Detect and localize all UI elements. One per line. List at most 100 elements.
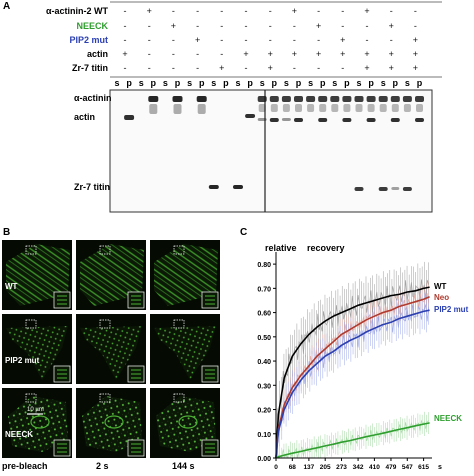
gel-band [391, 187, 400, 190]
x-tick-label: 0 [274, 464, 278, 471]
condition-mark: - [293, 35, 296, 45]
sp-label: s [187, 78, 192, 88]
gel-band [415, 96, 424, 102]
gel-band [378, 187, 388, 191]
condition-mark: - [341, 6, 344, 16]
condition-mark: - [317, 35, 320, 45]
condition-mark: - [245, 6, 248, 16]
gel-background [109, 89, 433, 213]
x-tick-label: 205 [320, 464, 331, 471]
chart-axes: 0.00 0.10 0.20 0.30 0.40 0.50 0.60 0.70 0.80 0 68 1… [257, 252, 442, 471]
series-line-neo [275, 296, 430, 459]
condition-mark: - [220, 35, 223, 45]
y-tick-label: 0.60 [257, 311, 271, 318]
bleach-region [25, 245, 37, 255]
gel-band [257, 96, 267, 102]
gel-band [343, 104, 351, 112]
sp-label: p [320, 78, 326, 88]
condition-mark: - [293, 63, 296, 73]
condition-mark: - [245, 35, 248, 45]
raw-trace [275, 292, 429, 451]
panel-a-condition-marks: - + - - - - - + - - + - - - - + - - - - - + - - + - - - - + - - - - - + - - + +… [110, 6, 442, 78]
x-axis-unit: s [438, 464, 442, 471]
condition-mark: + [243, 49, 248, 59]
x-tick-label: 479 [386, 464, 397, 471]
nucleus [178, 415, 198, 429]
sp-label: s [405, 78, 410, 88]
bleach-region [25, 319, 37, 329]
bleach-region [99, 393, 111, 403]
series-label: NEECK [434, 414, 462, 423]
condition-mark: - [317, 6, 320, 16]
gel-band [258, 104, 266, 112]
series-label: PIP2 mut [434, 305, 469, 314]
gel-band [306, 96, 316, 102]
panel-a-row-labels: α-actinin-2 WT NEECK PIP2 mut actin Zr-7 tit… [46, 6, 109, 73]
sp-label: s [381, 78, 386, 88]
condition-mark: - [390, 6, 393, 16]
bleach-region [173, 245, 185, 255]
sp-label: p [175, 78, 181, 88]
gel-band [391, 104, 399, 112]
condition-mark: + [195, 35, 200, 45]
gel-band [402, 96, 412, 102]
scale-bar-label: 10 µm [27, 407, 44, 413]
condition-mark: - [196, 63, 199, 73]
gel-band [172, 96, 183, 102]
gel-band [318, 118, 328, 122]
condition-mark: - [220, 6, 223, 16]
sp-label: s [163, 78, 168, 88]
gel-band [269, 96, 279, 102]
sp-label: s [284, 78, 289, 88]
gel-band [245, 114, 256, 118]
gel-band [148, 96, 159, 102]
gel-image [109, 89, 433, 213]
band-label: Zr-7 titin [74, 182, 110, 192]
gel-band [173, 104, 182, 114]
nucleus [104, 415, 124, 429]
y-tick-label: 0.50 [257, 335, 271, 342]
x-tick-label: 547 [402, 464, 413, 471]
condition-mark: - [196, 6, 199, 16]
condition-mark: - [148, 35, 151, 45]
condition-mark: - [196, 21, 199, 31]
condition-mark: - [269, 35, 272, 45]
gel-band [403, 104, 411, 112]
y-tick-label: 0.10 [257, 432, 271, 439]
condition-mark: - [148, 21, 151, 31]
chart-title-recovery: recovery [307, 243, 345, 253]
sp-label: p [223, 78, 229, 88]
cell-shape [80, 244, 144, 306]
bleach-region [99, 319, 111, 329]
condition-mark: - [269, 21, 272, 31]
gel-band [355, 104, 363, 112]
series-line-wt [275, 286, 430, 459]
condition-mark: + [340, 49, 345, 59]
gel-band [307, 104, 315, 112]
condition-mark: - [269, 6, 272, 16]
condition-mark: - [245, 21, 248, 31]
condition-mark: - [366, 21, 369, 31]
condition-mark: + [389, 63, 394, 73]
cell-shape [8, 396, 68, 452]
gel-band [281, 96, 291, 102]
condition-mark: - [124, 21, 127, 31]
gel-band [294, 118, 303, 122]
gel-band [197, 104, 206, 114]
condition-mark: - [341, 21, 344, 31]
condition-mark: + [219, 63, 224, 73]
sp-label: p [417, 78, 423, 88]
panel-b-figure: WT PIP2 mut NEECK 10 µm [2, 240, 220, 458]
sp-label: s [211, 78, 216, 88]
condition-mark: - [172, 49, 175, 59]
sp-label: s [356, 78, 361, 88]
series-label: WT [434, 282, 447, 291]
gel-band [390, 96, 400, 102]
condition-mark: - [148, 49, 151, 59]
bleach-region [173, 393, 185, 403]
condition-mark: + [364, 49, 369, 59]
condition-mark: + [364, 63, 369, 73]
row-label: PIP2 mut [5, 356, 40, 365]
gel-band [233, 185, 243, 189]
condition-mark: - [148, 63, 151, 73]
